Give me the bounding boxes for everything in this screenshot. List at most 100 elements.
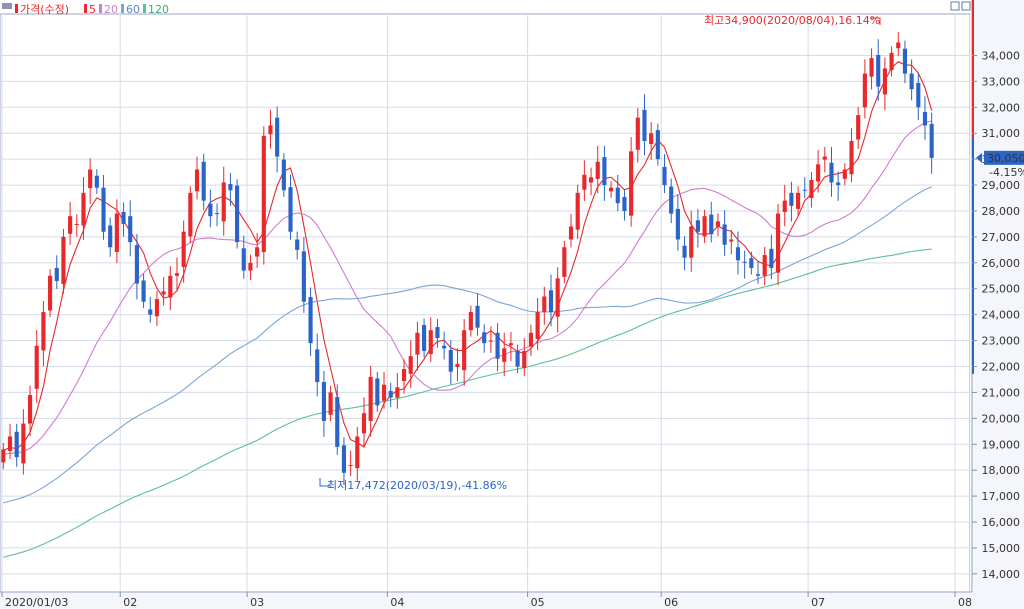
candlestick — [68, 201, 73, 245]
legend-label-ma120[interactable]: 120 — [148, 3, 169, 16]
candlestick — [562, 240, 567, 284]
candlestick — [796, 186, 801, 216]
candlestick — [348, 450, 353, 477]
candlestick — [535, 297, 540, 351]
candlestick — [208, 189, 213, 228]
candlestick — [929, 112, 934, 174]
x-tick-label: 04 — [390, 596, 404, 609]
candle-body — [68, 216, 73, 234]
candlestick — [335, 384, 340, 455]
candle-body — [228, 184, 233, 191]
x-tick-label: 07 — [811, 596, 825, 609]
y-axis-ticks: 14,000 15,000 16,000 17,000 18,000 19,000 20,0… — [972, 49, 1021, 581]
candle-body — [508, 343, 513, 346]
x-tick-label: 02 — [123, 596, 137, 609]
candle-body — [208, 203, 213, 217]
candlestick — [181, 220, 186, 283]
legend-label-price[interactable]: 가격(수정) — [20, 3, 69, 16]
candle-body — [154, 299, 160, 317]
candlestick — [849, 128, 854, 183]
candle-body — [128, 216, 133, 243]
current-price-marker: 30,050 -4.15% — [976, 150, 1024, 179]
candlestick — [134, 234, 139, 300]
candle-body — [281, 159, 286, 191]
candlestick — [101, 174, 106, 240]
candle-body — [355, 436, 360, 469]
legend-label-ma20[interactable]: 20 — [104, 3, 118, 16]
candlestick — [301, 237, 306, 313]
candlestick — [629, 137, 634, 227]
candlestick — [822, 146, 827, 173]
candle-body — [769, 248, 774, 269]
legend-label-ma60[interactable]: 60 — [126, 3, 140, 16]
candlestick — [595, 145, 600, 194]
candle-body — [301, 251, 306, 302]
candlestick — [468, 305, 473, 337]
candle-body — [27, 395, 33, 424]
candlestick — [455, 348, 460, 382]
candlestick — [108, 217, 113, 257]
candlestick — [782, 184, 787, 227]
candlestick — [7, 423, 13, 460]
restore-icon[interactable] — [950, 1, 960, 11]
y-tick-label: 27,000 — [982, 231, 1021, 244]
candlestick — [502, 332, 507, 377]
candlestick — [381, 371, 387, 409]
candlestick — [281, 153, 286, 197]
candle-body — [295, 239, 300, 250]
candlestick — [428, 317, 433, 363]
candle-body — [7, 436, 13, 451]
window-controls — [950, 1, 971, 11]
candlestick — [689, 210, 694, 272]
candlestick — [148, 296, 153, 323]
candle-body — [328, 392, 333, 415]
legend-menu-icon[interactable] — [2, 3, 12, 9]
candle-body — [442, 345, 447, 349]
current-price-label: 30,050 — [987, 152, 1024, 165]
plot-area[interactable] — [0, 13, 971, 593]
candlestick — [435, 319, 440, 348]
candle-body — [782, 200, 787, 213]
candlestick — [842, 163, 847, 186]
candle-body — [181, 231, 186, 267]
candle-body — [482, 332, 487, 344]
candlestick — [128, 200, 133, 257]
candle-body — [168, 275, 173, 298]
legend-swatch-ma120 — [143, 4, 146, 13]
candle-body — [428, 330, 433, 355]
maximize-icon[interactable] — [961, 1, 971, 11]
candlestick — [308, 287, 313, 356]
y-tick-label: 24,000 — [982, 309, 1021, 322]
x-axis-panel — [0, 592, 1024, 609]
candlestick — [114, 199, 119, 264]
candlestick — [228, 172, 233, 207]
candlestick — [168, 266, 173, 311]
y-tick-label: 31,000 — [982, 127, 1021, 140]
candlestick — [194, 156, 200, 200]
candlestick — [422, 318, 427, 358]
legend-label-ma5[interactable]: 5 — [89, 3, 96, 16]
candlestick — [582, 160, 587, 201]
candle-body — [882, 68, 887, 95]
y-tick-label: 21,000 — [982, 386, 1021, 399]
candlestick — [922, 96, 928, 140]
candle-body — [829, 162, 834, 183]
candle-body — [395, 387, 400, 398]
candlestick — [742, 250, 747, 279]
candle-body — [235, 185, 240, 243]
candlestick — [675, 194, 680, 251]
candlestick — [642, 94, 647, 156]
candlestick — [836, 171, 841, 201]
y-tick-label: 29,000 — [982, 179, 1021, 192]
candle-body — [61, 236, 66, 285]
candle-body — [388, 390, 393, 398]
candle-body — [836, 182, 841, 186]
candlestick — [762, 247, 767, 286]
legend: 가격(수정) 5 20 60 120 — [2, 3, 169, 16]
candle-body — [755, 274, 761, 276]
low-arrow-icon — [319, 478, 330, 487]
y-tick-label: 25,000 — [982, 283, 1021, 296]
candle-body — [809, 179, 814, 199]
candlestick — [635, 108, 640, 163]
